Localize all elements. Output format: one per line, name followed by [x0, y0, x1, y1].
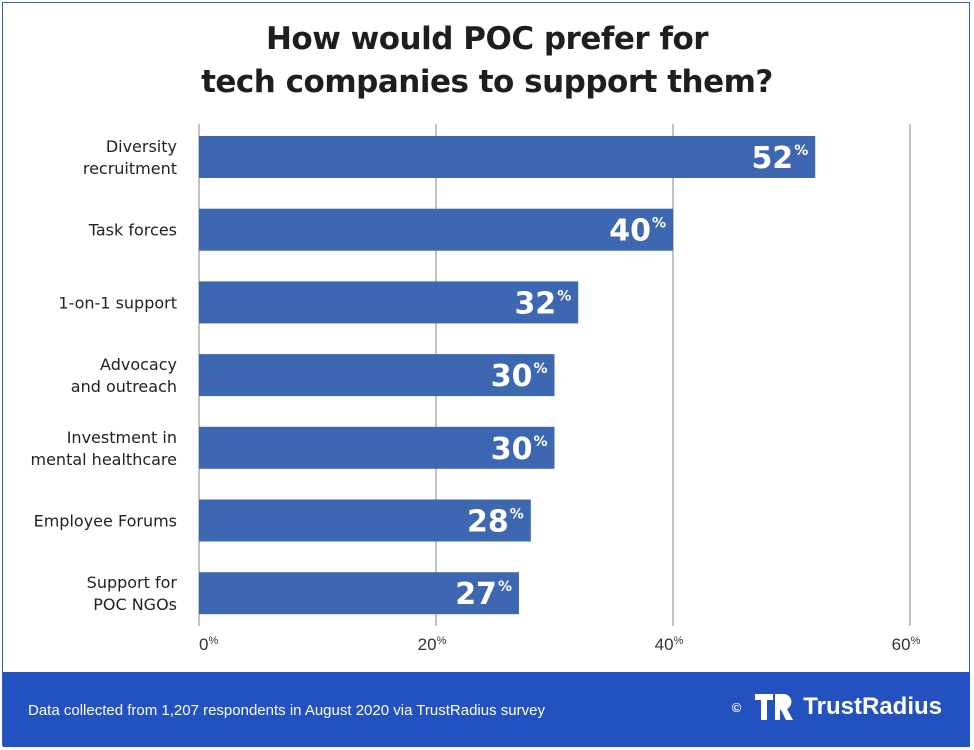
bar-value-label: 40 — [609, 214, 651, 249]
bar — [199, 281, 579, 324]
title-line-1: How would POC prefer for — [265, 21, 709, 57]
footer-note: Data collected from 1,207 respondents in… — [28, 702, 545, 719]
brand-name: TrustRadius — [803, 693, 942, 720]
bar-value-unit: % — [498, 579, 512, 595]
category-label: POC NGOs — [93, 595, 177, 614]
title-line-2: tech companies to support them? — [201, 64, 773, 100]
category-label: Investment in — [67, 428, 177, 447]
category-label: recruitment — [83, 159, 177, 178]
bar-value-unit: % — [557, 288, 571, 304]
category-label: Advocacy — [100, 355, 177, 374]
bar-value-unit: % — [510, 507, 524, 523]
copyright-symbol: © — [731, 699, 742, 715]
bar — [199, 426, 555, 469]
category-label: 1-on-1 support — [58, 293, 177, 312]
trustradius-logo: © TrustRadius — [732, 692, 942, 722]
footer: Data collected from 1,207 respondents in… — [3, 672, 970, 747]
bar-chart: 0% 20% 40% 60% 52 % Diversity recruitment 40 % Tas… — [31, 124, 921, 654]
bar-value-unit: % — [534, 434, 548, 450]
category-label: and outreach — [71, 377, 177, 396]
bar — [199, 354, 555, 397]
x-tick-label: 40% — [655, 635, 684, 654]
category-label: Diversity — [106, 137, 177, 156]
bar-value-unit: % — [652, 216, 666, 232]
bar — [199, 499, 531, 542]
chart-title: How would POC prefer for tech companies … — [0, 18, 974, 104]
bar-value-label: 27 — [455, 577, 497, 612]
x-tick-label: 20% — [418, 635, 447, 654]
trustradius-icon — [755, 694, 794, 720]
bar-value-unit: % — [794, 143, 808, 159]
category-label: Task forces — [88, 221, 177, 240]
x-tick-label: 60% — [892, 635, 921, 654]
bar-value-label: 28 — [467, 505, 509, 540]
bar-value-label: 52 — [751, 141, 793, 176]
bar-value-unit: % — [534, 361, 548, 377]
x-tick-label: 0% — [199, 635, 218, 654]
bar-value-label: 30 — [491, 432, 533, 467]
category-label: Support for — [87, 573, 178, 592]
bar-value-label: 32 — [514, 286, 556, 321]
bar — [199, 136, 816, 178]
bar — [199, 572, 519, 615]
bar-value-label: 30 — [491, 359, 533, 394]
category-label: Employee Forums — [34, 512, 177, 531]
category-label: mental healthcare — [31, 450, 178, 469]
bar — [199, 208, 673, 251]
